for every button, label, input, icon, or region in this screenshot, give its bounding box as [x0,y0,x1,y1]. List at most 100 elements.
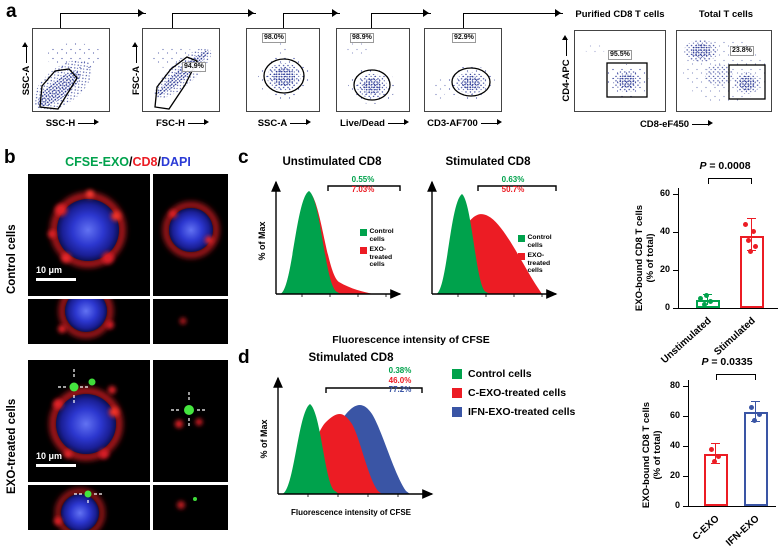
legend-label: IFN-EXO-treated cells [468,406,576,418]
control-curve [280,191,341,294]
data-point [698,296,703,301]
y-label-line1: EXO-bound CD8 T cells [634,204,645,312]
y-axis [688,380,689,506]
legend-label: C-EXO-treated cells [468,387,567,399]
exo-image-bottom [28,485,150,530]
gate-outline [39,68,78,110]
gate-bracket [325,387,423,393]
p-value: P = 0.0008 [670,160,780,172]
panel-label-a: a [6,1,17,22]
x-axis-label-live-dead: Live/Dead [336,117,410,129]
data-point [704,293,709,298]
x-axis-label-cfse-c: Fluorescence intensity of CFSE [332,334,490,346]
cfse-exosome-dot [84,490,92,498]
crosshair-marker [171,392,207,428]
y-tick-label: 60 [659,188,670,198]
legend: Control cells EXO-treated cells [518,234,564,278]
title-sep: / [157,155,161,169]
p-number: = 0.0008 [709,160,751,172]
dapi-nucleus [56,394,116,454]
axis-text: FSC-A [130,65,142,96]
panel-label-d: d [238,347,250,368]
pct-control: 0.55% [351,175,375,184]
legend: Control cells EXO-treated cells [360,228,406,272]
error-cap [711,443,720,444]
axis-arrow-icon [25,44,27,63]
y-tick-label: 0 [674,500,680,510]
title-purified-cd8: Purified CD8 T cells [575,9,665,20]
flow-plot-live-dead: 98.9% Live/Dead [326,6,431,146]
scale-bar [36,278,76,281]
axis-arrow-icon [387,119,409,126]
legend-swatch-green [518,235,525,242]
gate-percentage: 92.9% [452,33,476,43]
error-bar [707,294,708,305]
exo-image-corner [153,485,228,530]
axis-arrow-icon [188,119,210,126]
data-point [752,418,757,423]
hist-title: Stimulated CD8 [308,352,394,364]
error-cap [747,218,756,219]
exo-cell-micrograph: 10 μm [36,369,123,467]
p-symbol: P [699,160,707,172]
exo-cells-images: 10 μm [28,360,228,530]
y-tick-label: 40 [659,226,670,236]
p-number: = 0.0335 [711,356,753,368]
control-image-main: 10 μm [28,174,150,296]
legend-swatch-green [360,229,367,236]
gate-arrow-3 [283,9,340,31]
plot-area [336,28,410,112]
axis-text: SSC-A [257,117,288,129]
data-point [716,454,721,459]
crosshair-marker [58,369,90,405]
exo-image-main: 10 μm [28,360,150,482]
control-curve [436,194,490,294]
hist-plot [271,180,402,299]
y-tick [683,476,688,477]
flow-plot-cd3: 92.9% CD3-AF700 [414,6,563,146]
gate-percentage: 98.9% [350,33,374,43]
y-tick-label: 40 [669,440,680,450]
p-symbol: P [701,356,709,368]
gate-percentage-total: 23.8% [730,46,754,56]
flow-plots-cd4-cd8: Purified CD8 T cells Total T cells 9 [560,6,782,148]
y-tick-label: 20 [659,264,670,274]
data-point [702,302,707,307]
bar-ifn-exo [744,411,768,506]
hist-title: Stimulated CD8 [445,156,531,168]
panel-label-c: c [238,147,249,168]
histogram-unstimulated: Unstimulated CD8 % of Max 0.55% 7.03% Co… [256,156,408,336]
x-axis [678,308,778,309]
y-tick [683,386,688,387]
gate-percentage-purified: 95.5% [608,50,632,60]
control-image-corner [153,299,228,344]
x-axis-label-fsc-h: FSC-H [142,117,220,129]
legend-label: EXO-treated cells [369,246,393,268]
crosshair-marker [74,493,102,505]
error-bar [715,443,716,464]
y-tick [673,232,678,233]
pct-exo: 50.7% [501,185,525,194]
legend-swatch-green [452,369,462,379]
axis-arrow-icon [290,119,312,126]
y-axis-label-ssc-a: SSC-A [20,35,32,105]
data-point [757,412,762,417]
axis-arrow-icon [78,119,100,126]
plot-area-purified [574,30,666,112]
x-axis-label-ssc-h: SSC-H [32,117,110,129]
legend-swatch-red [360,247,367,254]
exo-corner-crop [177,497,197,509]
legend-panel-d: Control cells C-EXO-treated cells IFN-EX… [452,368,667,425]
x-axis-label-ssc-a: SSC-A [246,117,320,129]
axis-arrow-icon [565,38,567,57]
y-tick [673,194,678,195]
x-axis-label-cd8-ef450: CD8-eF450 [620,118,730,130]
legend-row: IFN-EXO-treated cells [452,406,667,418]
scatter-total [683,39,767,103]
pct-exo: 7.03% [351,185,375,194]
hist-plot [273,376,434,499]
error-bar [751,218,752,251]
axis-text: Live/Dead [340,117,385,129]
gate-outline [353,69,391,101]
plot-area [246,28,320,112]
